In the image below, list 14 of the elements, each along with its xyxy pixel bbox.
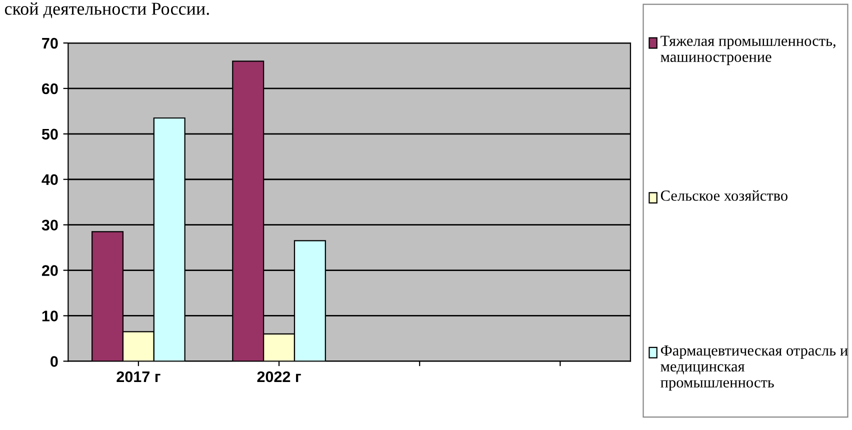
y-tick-label: 20	[42, 265, 58, 276]
y-tick-label: 60	[42, 83, 58, 94]
y-tick-label: 0	[50, 356, 58, 367]
x-tick-label: 2022 г	[257, 371, 301, 382]
y-tick-label: 50	[42, 128, 58, 140]
x-tick-label: 2017 г	[116, 371, 160, 382]
legend-label: Тяжелая промышленность, машиностроение	[660, 36, 836, 66]
chart-title: ской деятельности России.	[4, 2, 209, 18]
legend-label: Сельское хозяйство	[660, 190, 788, 201]
y-tick-label: 70	[42, 38, 58, 49]
y-tick-label: 30	[42, 220, 58, 231]
y-tick-label: 10	[42, 310, 58, 322]
legend-label: Фармацевтическая отрасль и медицинская промышленность	[660, 345, 848, 391]
y-tick-label: 40	[42, 174, 58, 186]
